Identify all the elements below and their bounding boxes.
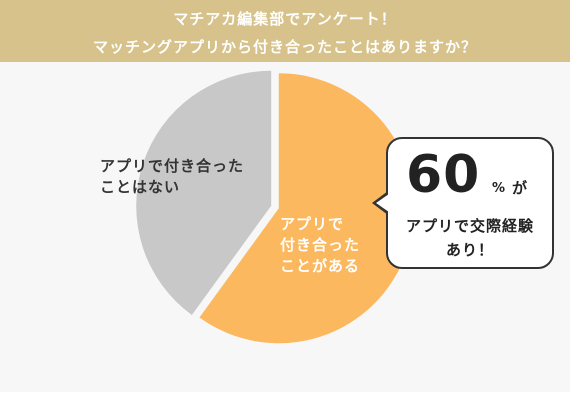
slice-label-yes-line3: ことがある — [280, 257, 361, 275]
slice-label-yes-line1: アプリで — [280, 215, 345, 233]
callout-line1: アプリで交際経験 — [405, 217, 534, 235]
pie-slice-yes — [199, 73, 414, 344]
callout-suffix: が — [512, 179, 528, 197]
slice-label-no-line2: ことはない — [100, 178, 181, 196]
slice-label-yes-line2: 付き合った — [280, 236, 361, 254]
slice-label-yes: アプリで 付き合った ことがある — [280, 214, 400, 277]
slice-label-no: アプリで付き合った ことはない — [100, 156, 270, 198]
callout-percent: 60 — [406, 145, 481, 205]
callout-box: 60 % が アプリで交際経験 あり！ — [386, 137, 554, 269]
header-title: マチアカ編集部でアンケート！ — [173, 10, 397, 28]
header-banner: マチアカ編集部でアンケート！ マッチングアプリから付き合ったことはありますか？ — [0, 0, 570, 62]
header-question: マッチングアプリから付き合ったことはありますか？ — [92, 38, 477, 56]
callout-tail-fill — [376, 194, 389, 212]
pie-chart — [136, 70, 414, 344]
pie-slice-no — [136, 70, 272, 315]
slice-label-no-line1: アプリで付き合った — [100, 157, 245, 175]
callout-percent-unit: % — [492, 181, 506, 196]
callout-line2: あり！ — [445, 241, 494, 259]
